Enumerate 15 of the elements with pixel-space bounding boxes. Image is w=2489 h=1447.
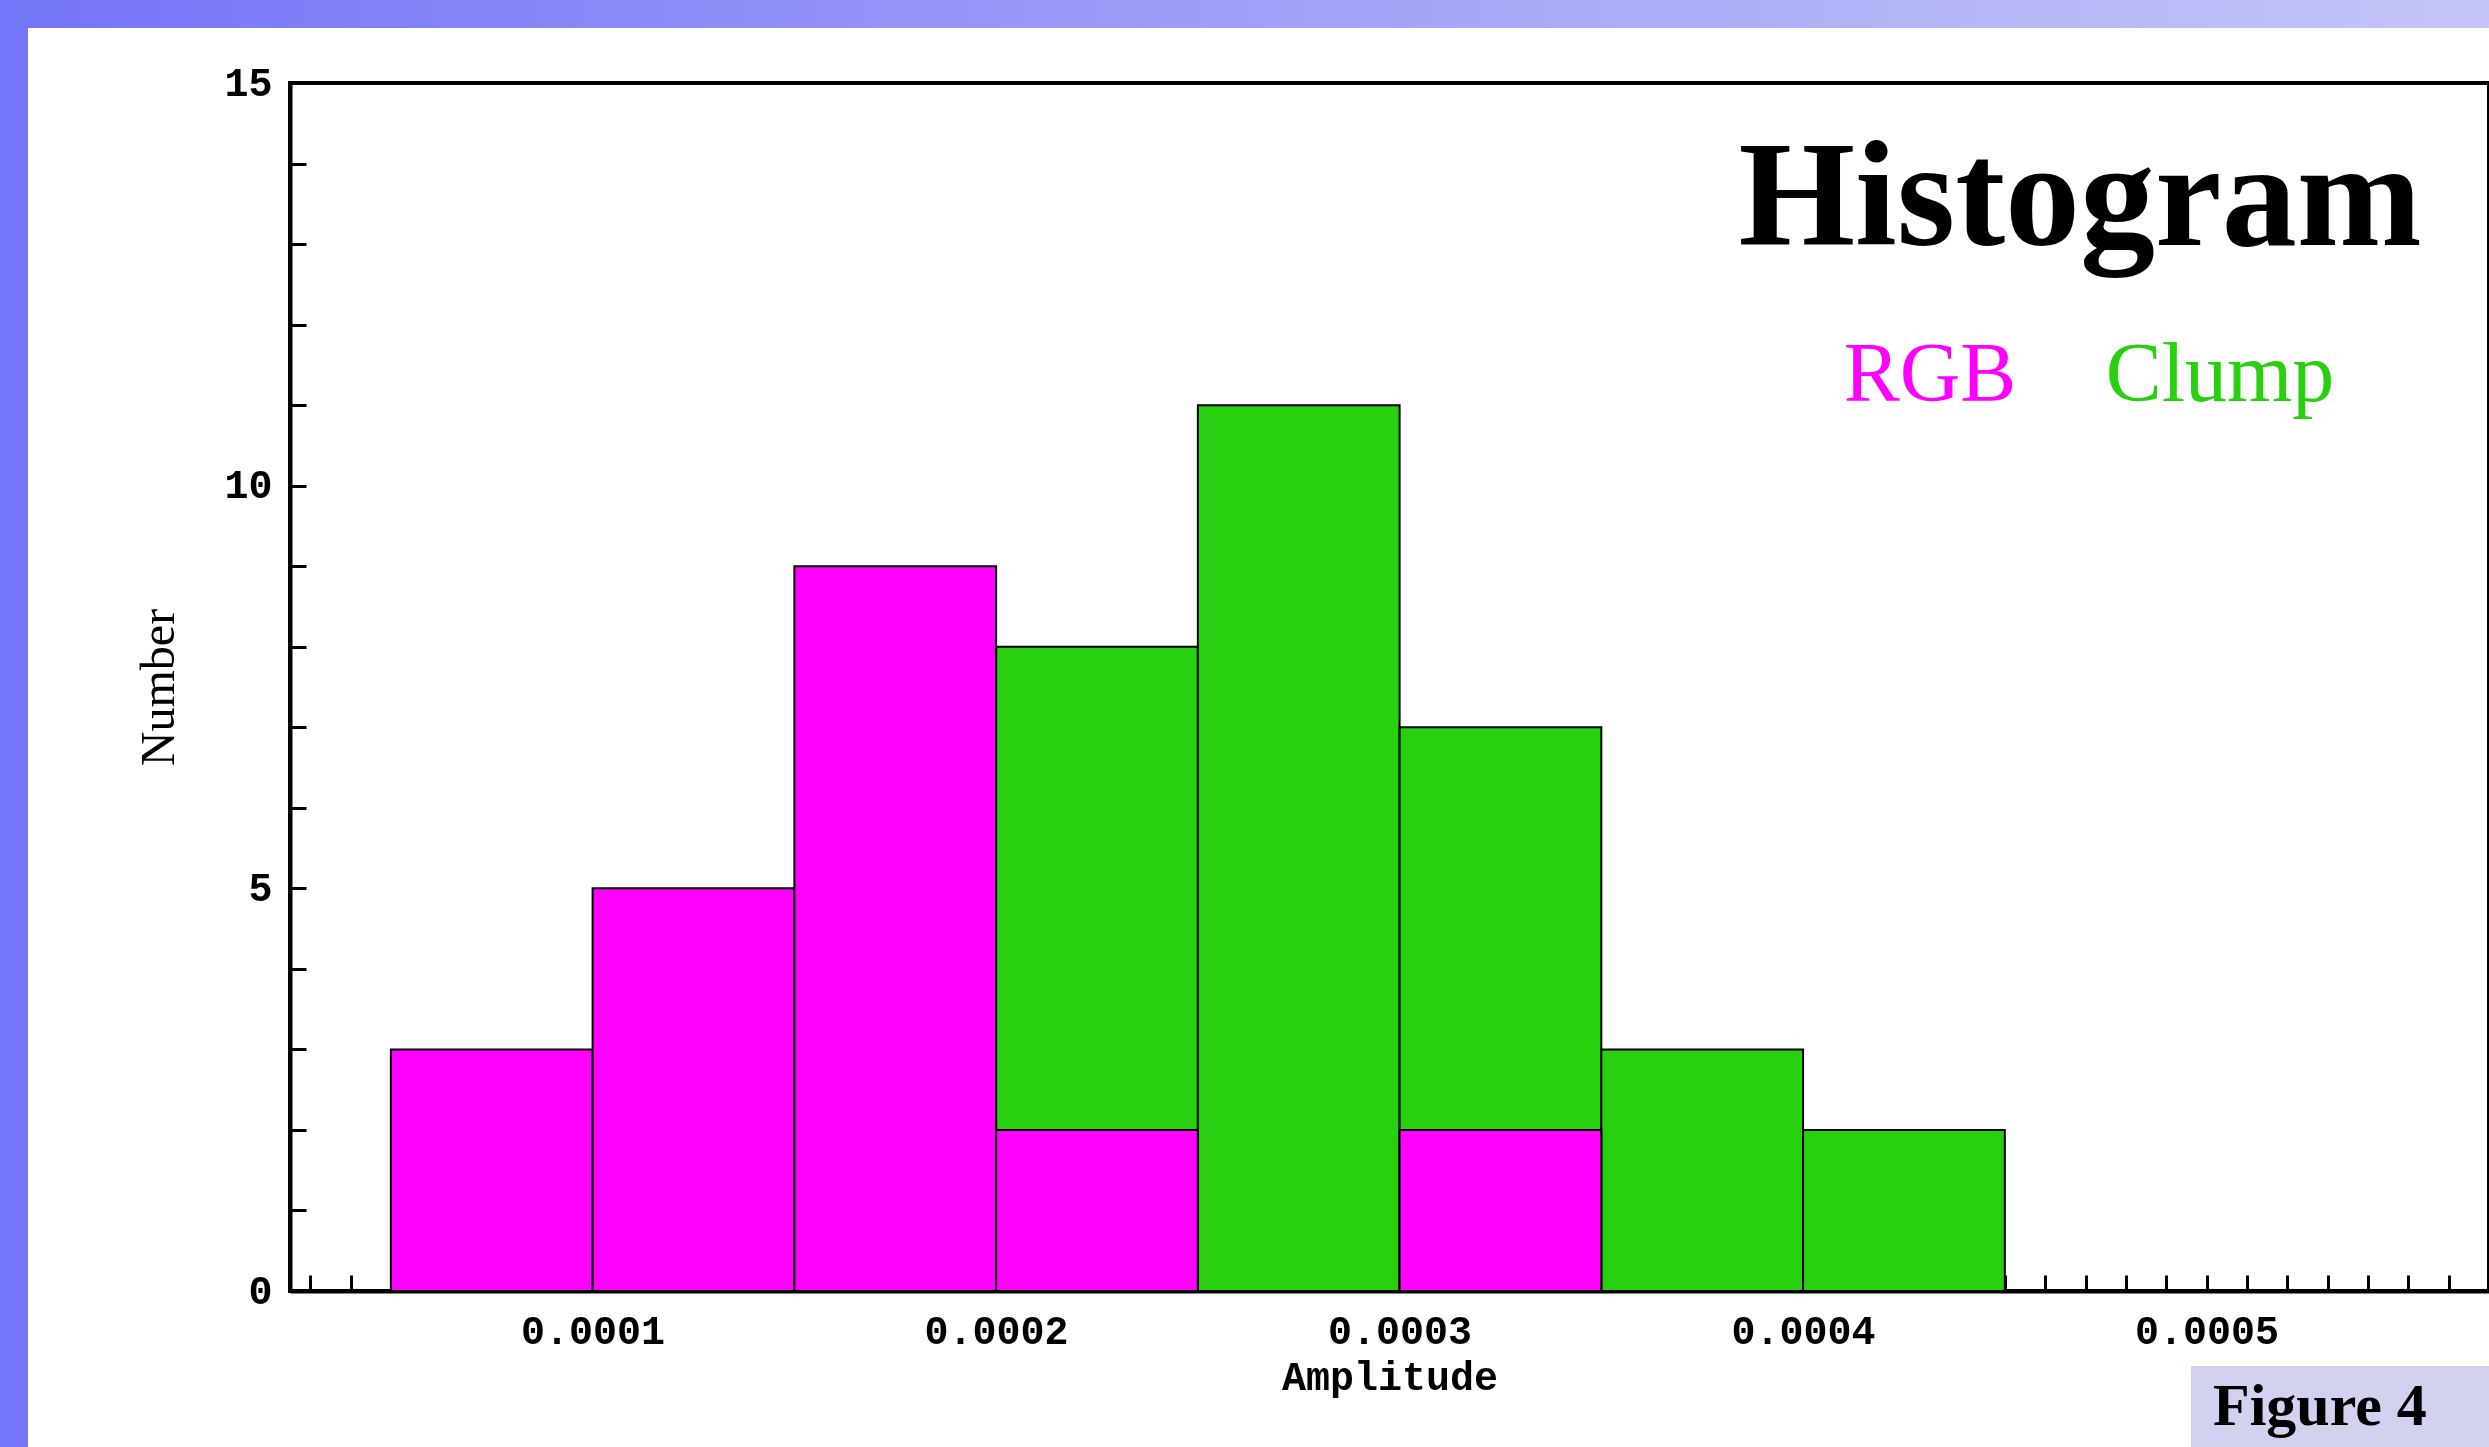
x-tick-label: 0.0005 (2135, 1310, 2280, 1356)
x-tick-label: 0.0004 (1731, 1310, 1876, 1356)
text: RGB (1843, 326, 2017, 419)
y-tick-label: 10 (224, 465, 273, 511)
y-tick-label: 15 (224, 62, 273, 108)
y-axis-title: Number (131, 608, 185, 767)
y-tick-label: 5 (248, 867, 273, 913)
x-tick-label: 0.0003 (1328, 1310, 1473, 1356)
x-tick-label: 0.0002 (924, 1310, 1069, 1356)
x-tick-label: 0.0001 (521, 1310, 666, 1356)
y-tick-label: 0 (248, 1270, 273, 1316)
chart-title: Histogram (1738, 111, 2422, 278)
x-axis-title: Amplitude (1281, 1356, 1499, 1402)
text: Clump (2105, 326, 2335, 419)
caption: Figure 4 (2191, 1366, 2489, 1447)
